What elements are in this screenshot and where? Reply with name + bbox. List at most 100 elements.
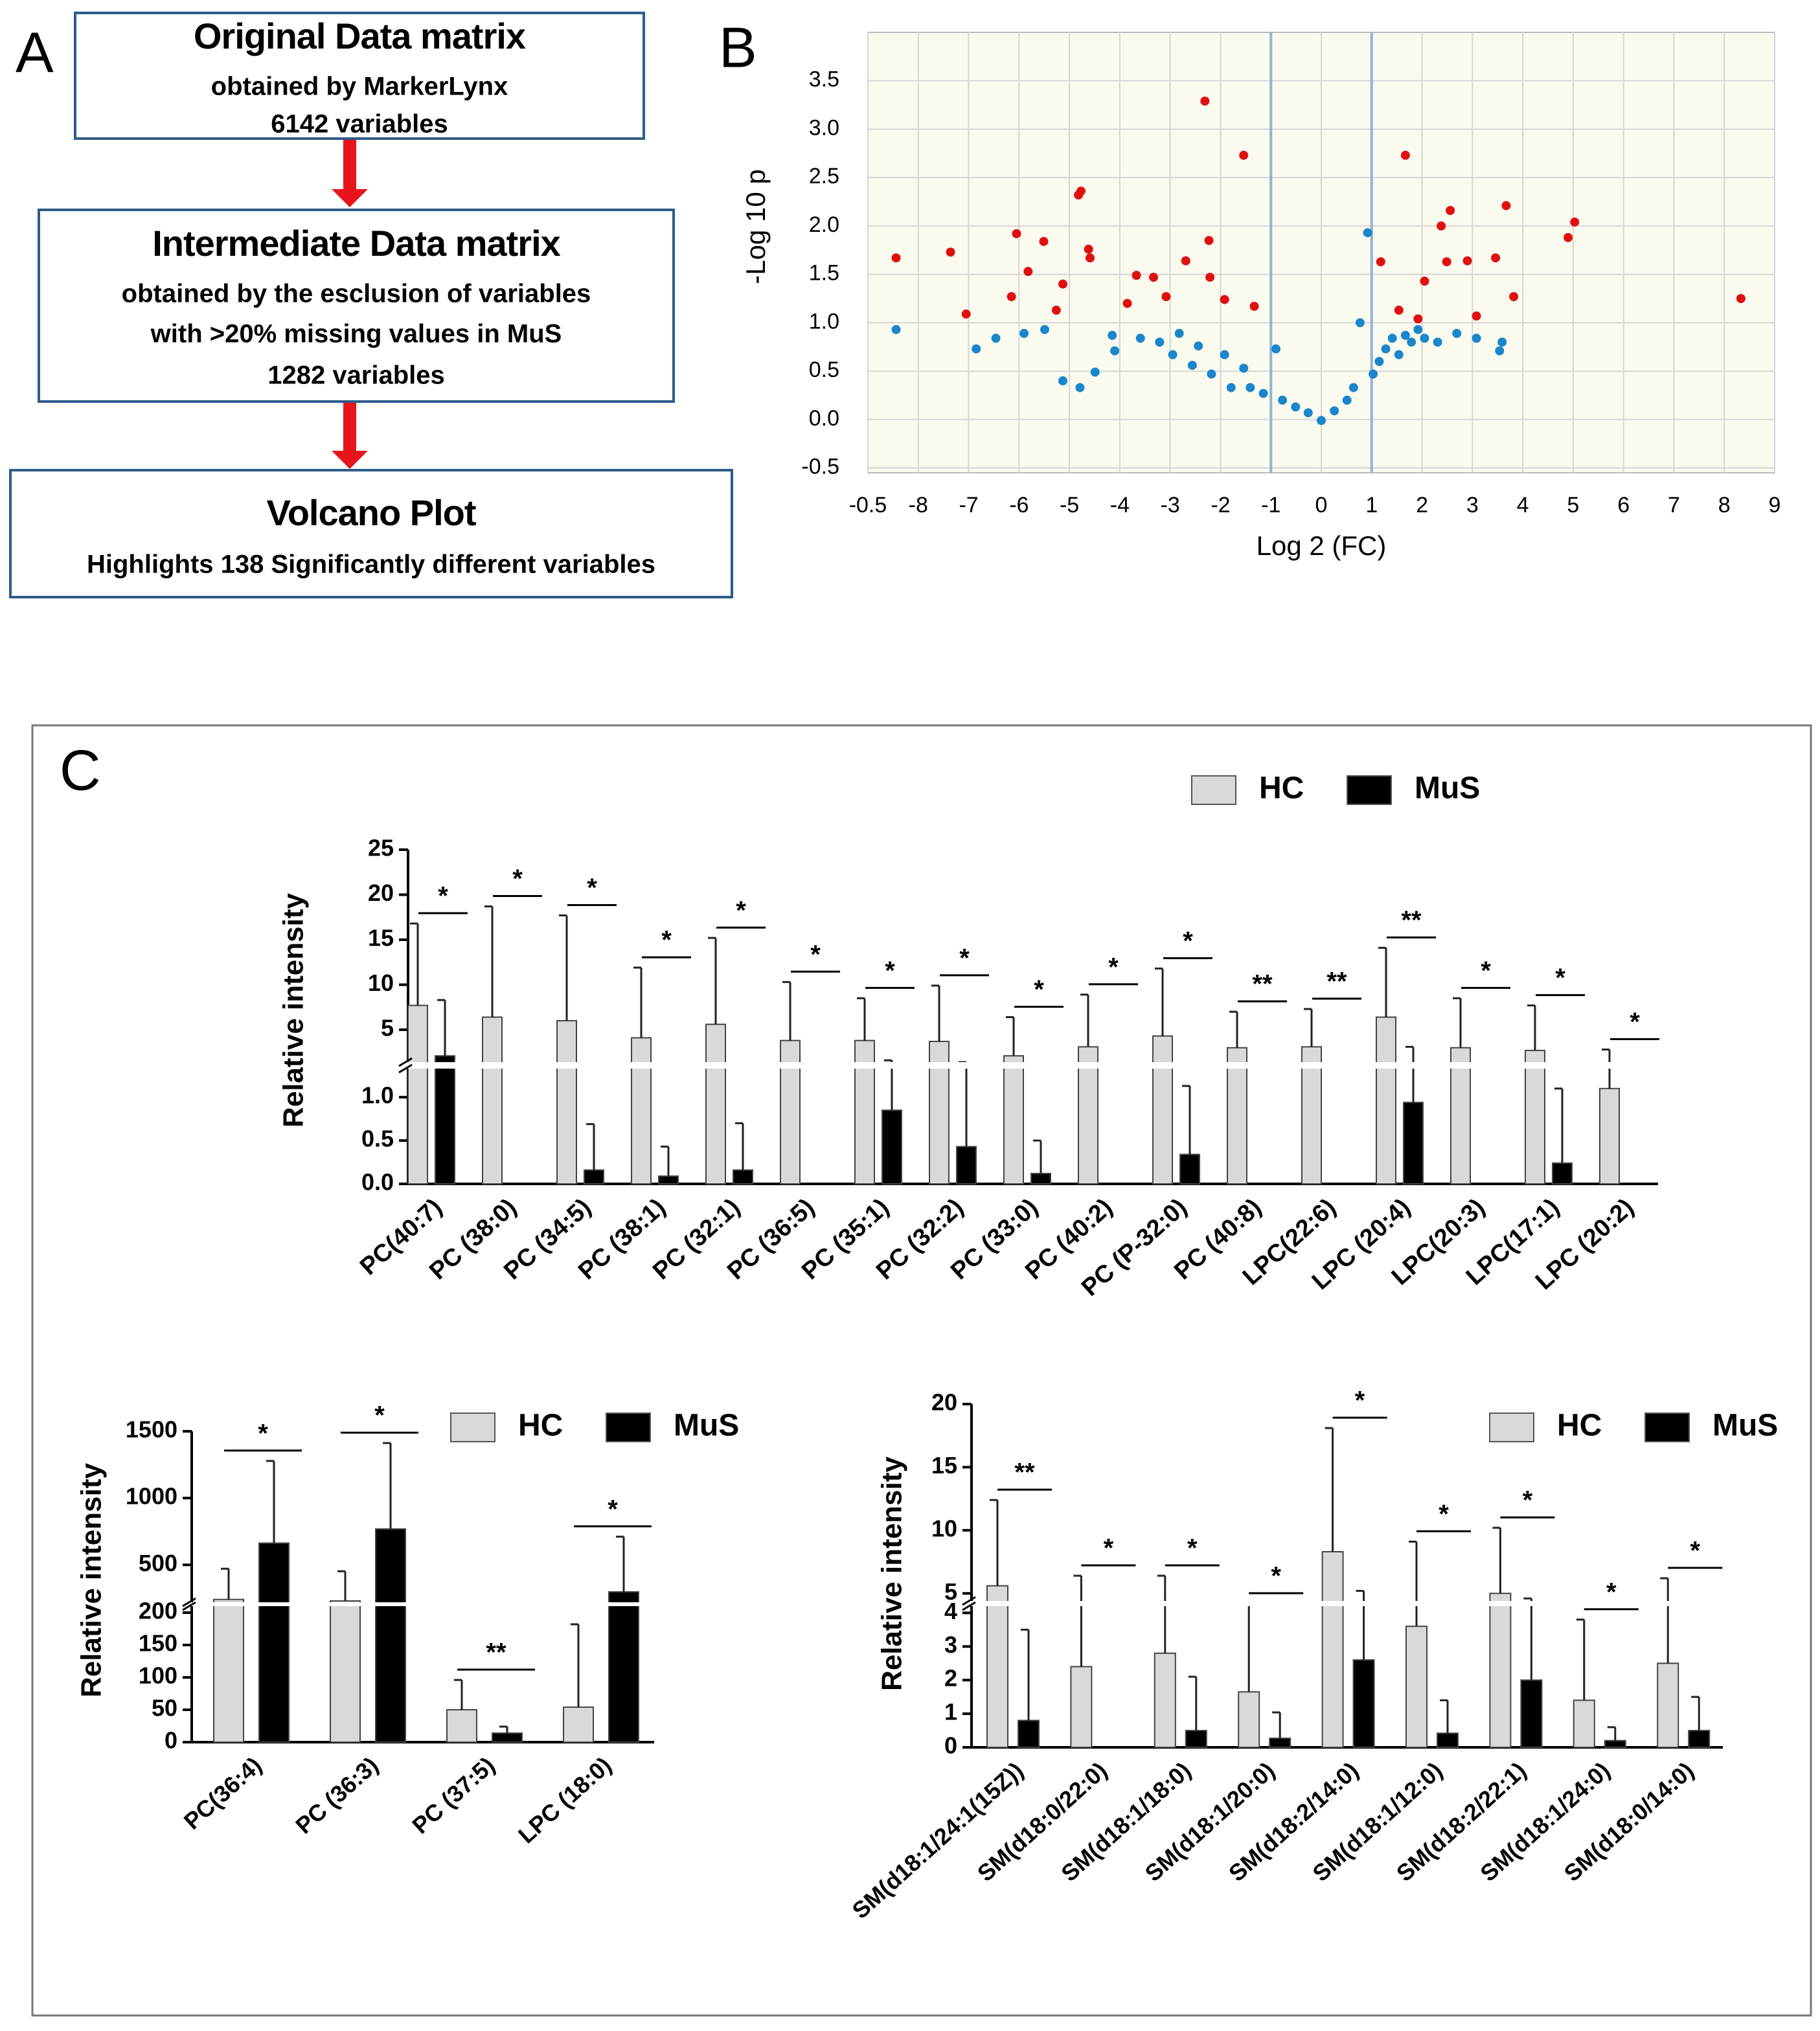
x-tick-label: 6	[1617, 493, 1630, 517]
bar	[1152, 1035, 1173, 1185]
point	[1075, 383, 1085, 392]
flow-box-line: obtained by MarkerLynx	[211, 73, 508, 101]
significance-label: *	[512, 865, 523, 893]
bar	[608, 1591, 639, 1743]
flow-arrow-shaft	[343, 403, 356, 453]
point	[972, 344, 981, 354]
bar	[986, 1585, 1008, 1749]
y-tick-label: 15	[368, 924, 394, 951]
significance-label: *	[1439, 1500, 1449, 1528]
point	[1090, 367, 1100, 377]
y-tick-label: 2.0	[809, 212, 839, 237]
point	[891, 324, 901, 334]
bar	[492, 1732, 523, 1743]
significance-label: *	[810, 940, 821, 969]
bar	[1154, 1652, 1176, 1749]
point	[1442, 257, 1451, 267]
point	[1452, 328, 1462, 338]
point	[1501, 201, 1511, 210]
point	[1413, 314, 1423, 324]
panel-label: B	[719, 15, 757, 79]
point	[1161, 292, 1171, 301]
x-tick-label: 7	[1668, 493, 1680, 517]
point	[1509, 292, 1519, 301]
point	[1239, 363, 1249, 373]
point	[1570, 217, 1580, 227]
point	[1110, 346, 1120, 356]
significance-label: *	[885, 957, 895, 985]
flow-box	[9, 469, 733, 598]
y-tick-label: -0.5	[801, 455, 839, 479]
point	[1437, 221, 1446, 231]
bar	[1599, 1087, 1620, 1185]
bar	[1179, 1153, 1200, 1185]
significance-label: **	[1326, 968, 1347, 996]
flow-arrow-head	[332, 451, 368, 469]
axis-break-gap	[176, 1602, 654, 1606]
point	[1400, 150, 1410, 160]
axis-break-mark	[398, 1057, 413, 1067]
x-tick-label: 8	[1718, 493, 1731, 517]
x-tick-label: PC(36:4)	[179, 1752, 267, 1835]
point	[1149, 273, 1158, 282]
x-tick-label: -5	[1060, 493, 1079, 517]
bar	[1238, 1691, 1260, 1749]
point	[1019, 328, 1029, 338]
point	[1205, 273, 1215, 282]
panel-label: A	[16, 20, 54, 84]
point	[1303, 408, 1313, 418]
x-tick-label: 3	[1466, 493, 1479, 517]
significance-label: **	[1252, 970, 1273, 999]
x-tick-label: PC (37:5)	[407, 1752, 499, 1839]
point	[1039, 236, 1049, 246]
significance-label: *	[1104, 1534, 1114, 1563]
significance-label: *	[959, 944, 970, 972]
bar	[584, 1169, 604, 1185]
bar	[1352, 1659, 1375, 1748]
flow-arrow-head	[332, 189, 368, 207]
significance-label: *	[1523, 1486, 1533, 1515]
point	[1220, 295, 1229, 304]
y-tick-label: 1	[944, 1699, 957, 1725]
significance-label: *	[1271, 1562, 1281, 1591]
point	[1007, 292, 1016, 301]
y-tick-label: 200	[139, 1598, 177, 1624]
legend-swatch	[1644, 1413, 1690, 1442]
y-tick-label: 10	[931, 1515, 957, 1541]
bar	[1227, 1047, 1247, 1185]
bar	[1405, 1626, 1428, 1748]
x-tick-label: LPC (18:0)	[513, 1752, 617, 1849]
bar	[705, 1023, 726, 1185]
axis-break-mark	[962, 1601, 976, 1611]
bar	[658, 1175, 679, 1185]
point	[1330, 406, 1339, 416]
point	[1181, 256, 1190, 266]
axis-break-mark	[962, 1596, 976, 1606]
y-tick-label: 0.5	[361, 1126, 394, 1152]
bar	[213, 1598, 244, 1743]
y-tick-label: 3.5	[809, 67, 839, 92]
y-tick-label: 1500	[126, 1416, 177, 1443]
point	[1446, 205, 1455, 215]
point	[1355, 318, 1365, 328]
legend-label: HC	[1259, 771, 1304, 806]
y-tick-label: 0.0	[361, 1169, 394, 1196]
y-tick-label: 1.0	[361, 1082, 394, 1109]
point	[891, 253, 901, 263]
bar	[780, 1039, 801, 1185]
point	[1278, 395, 1288, 405]
point	[1381, 344, 1391, 354]
significance-label: **	[1014, 1458, 1035, 1487]
bar	[258, 1542, 290, 1743]
significance-label: *	[1183, 927, 1193, 955]
significance-label: *	[736, 896, 746, 925]
flow-box-line: obtained by the esclusion of variables	[122, 280, 591, 308]
bar	[1450, 1047, 1471, 1185]
point	[1084, 244, 1093, 254]
point	[1076, 187, 1086, 196]
flow-arrow-shaft	[343, 140, 356, 192]
point	[1407, 337, 1416, 347]
point	[1226, 383, 1236, 392]
point	[1394, 305, 1404, 315]
y-tick-label: 3	[944, 1631, 957, 1658]
